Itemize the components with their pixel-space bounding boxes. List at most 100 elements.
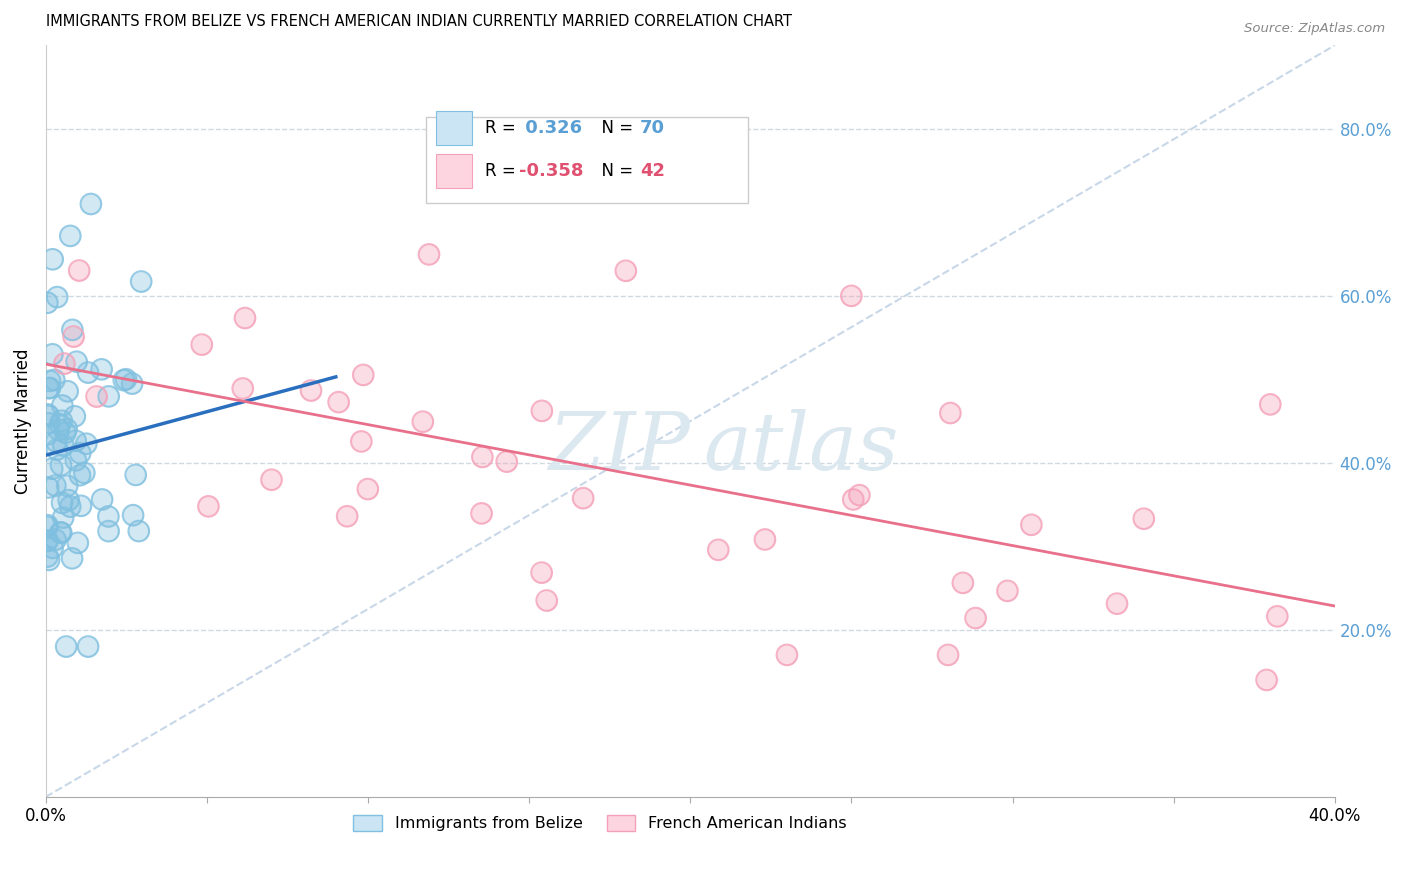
Point — [357, 482, 380, 496]
Point — [965, 611, 987, 625]
Point — [44, 533, 66, 547]
Point — [66, 536, 89, 550]
Point — [49, 458, 72, 472]
Point — [55, 422, 77, 436]
Point — [121, 376, 143, 391]
FancyBboxPatch shape — [436, 154, 472, 188]
Point — [1265, 609, 1288, 624]
Point — [842, 492, 865, 507]
Text: ZIP: ZIP — [548, 409, 690, 486]
Text: N =: N = — [591, 162, 638, 180]
Point — [44, 373, 66, 387]
Point — [41, 541, 63, 555]
Point — [38, 417, 60, 431]
Point — [51, 496, 73, 510]
Point — [37, 295, 59, 310]
Point — [65, 434, 87, 448]
Point — [233, 311, 256, 326]
Point — [530, 404, 553, 418]
Point — [51, 525, 73, 540]
Point — [53, 357, 76, 371]
Point — [38, 381, 60, 395]
Point — [530, 566, 553, 580]
Point — [112, 373, 135, 387]
Point — [37, 427, 59, 442]
Point — [1265, 609, 1288, 624]
Point — [90, 362, 112, 376]
Point — [51, 414, 73, 428]
Point — [70, 499, 93, 513]
Point — [66, 354, 89, 368]
Point — [48, 423, 70, 437]
Text: Source: ZipAtlas.com: Source: ZipAtlas.com — [1244, 22, 1385, 36]
Point — [939, 406, 962, 420]
Point — [60, 551, 83, 566]
Point — [233, 311, 256, 326]
Point — [45, 442, 67, 457]
Text: 42: 42 — [640, 162, 665, 180]
Point — [614, 264, 637, 278]
FancyBboxPatch shape — [426, 117, 748, 203]
Point — [112, 373, 135, 387]
Point — [37, 408, 59, 422]
Point — [45, 434, 67, 449]
Point — [38, 409, 60, 423]
Point — [37, 518, 59, 533]
Point — [952, 575, 974, 590]
Point — [38, 381, 60, 395]
Point — [97, 389, 120, 403]
Point — [1021, 517, 1043, 532]
Point — [49, 417, 72, 432]
Point — [91, 492, 114, 507]
Point — [51, 399, 73, 413]
Point — [37, 520, 59, 534]
Point — [41, 462, 63, 476]
Point — [350, 434, 373, 449]
Point — [965, 611, 987, 625]
Point — [97, 524, 120, 538]
Point — [90, 362, 112, 376]
Point — [1133, 512, 1156, 526]
Point — [536, 593, 558, 607]
Point — [572, 491, 595, 506]
Point — [55, 422, 77, 436]
Point — [471, 450, 494, 464]
Point — [1021, 517, 1043, 532]
Point — [115, 372, 138, 386]
Point — [41, 462, 63, 476]
Point — [841, 289, 863, 303]
Point — [91, 492, 114, 507]
Point — [841, 289, 863, 303]
Point — [58, 493, 80, 508]
Point — [1258, 397, 1281, 411]
Point — [125, 467, 148, 482]
Point — [842, 492, 865, 507]
Point — [62, 329, 84, 343]
Text: -0.358: -0.358 — [519, 162, 583, 180]
Point — [614, 264, 637, 278]
Point — [1133, 512, 1156, 526]
Point — [38, 553, 60, 567]
Point — [60, 323, 83, 337]
Point — [77, 640, 100, 654]
Point — [67, 263, 90, 277]
Point — [44, 478, 66, 492]
Point — [77, 366, 100, 380]
Point — [38, 381, 60, 395]
Point — [418, 247, 440, 261]
Point — [997, 583, 1019, 598]
Point — [754, 533, 776, 547]
Point — [52, 439, 75, 453]
Point — [470, 507, 492, 521]
Point — [122, 508, 145, 523]
Point — [63, 409, 86, 424]
Legend: Immigrants from Belize, French American Indians: Immigrants from Belize, French American … — [347, 809, 853, 838]
Point — [707, 542, 730, 557]
Point — [39, 374, 62, 388]
Point — [128, 524, 150, 538]
Point — [56, 479, 79, 493]
Point — [37, 549, 59, 564]
Point — [412, 415, 434, 429]
Point — [191, 337, 214, 351]
Point — [59, 228, 82, 243]
